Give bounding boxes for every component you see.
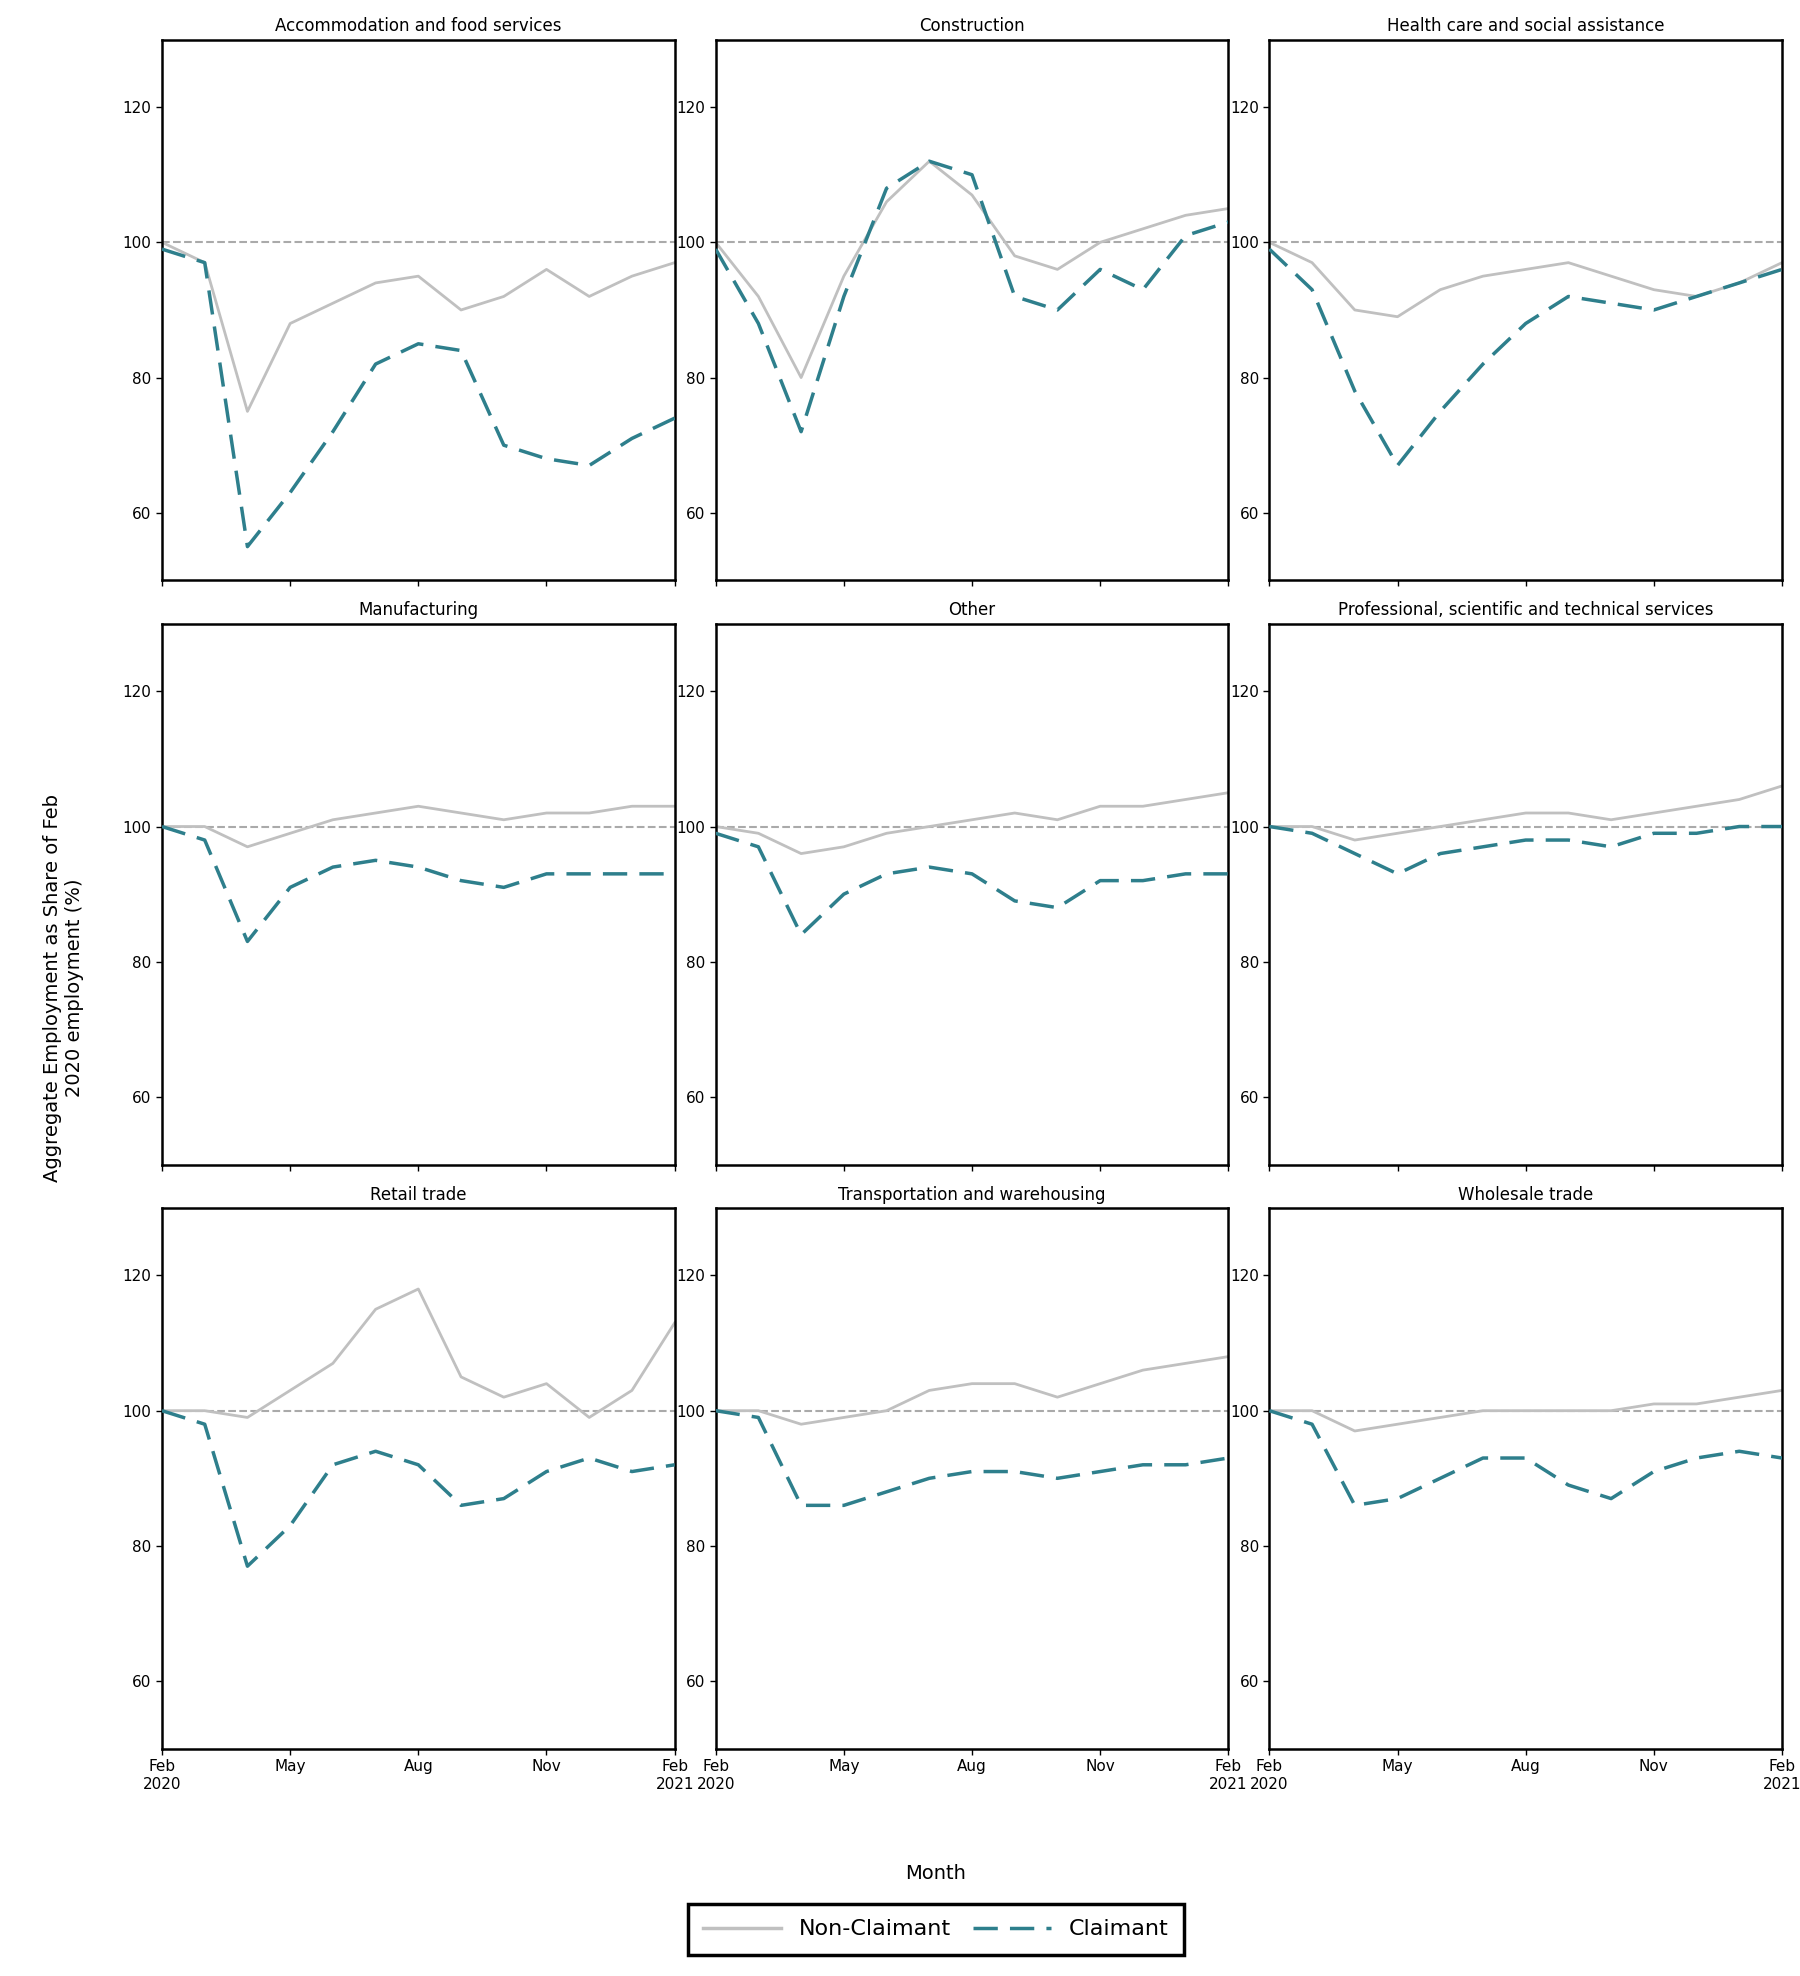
Title: Professional, scientific and technical services: Professional, scientific and technical s… xyxy=(1337,601,1714,618)
Title: Health care and social assistance: Health care and social assistance xyxy=(1388,18,1665,36)
Text: Month: Month xyxy=(905,1863,967,1883)
Title: Manufacturing: Manufacturing xyxy=(358,601,479,618)
Title: Wholesale trade: Wholesale trade xyxy=(1458,1186,1593,1203)
Text: Aggregate Employment as Share of Feb
2020 employment (%): Aggregate Employment as Share of Feb 202… xyxy=(43,794,83,1182)
Title: Accommodation and food services: Accommodation and food services xyxy=(275,18,562,36)
Title: Retail trade: Retail trade xyxy=(371,1186,466,1203)
Legend: Non-Claimant, Claimant: Non-Claimant, Claimant xyxy=(688,1905,1184,1954)
Title: Other: Other xyxy=(949,601,995,618)
Title: Transportation and warehousing: Transportation and warehousing xyxy=(839,1186,1105,1203)
Title: Construction: Construction xyxy=(920,18,1024,36)
